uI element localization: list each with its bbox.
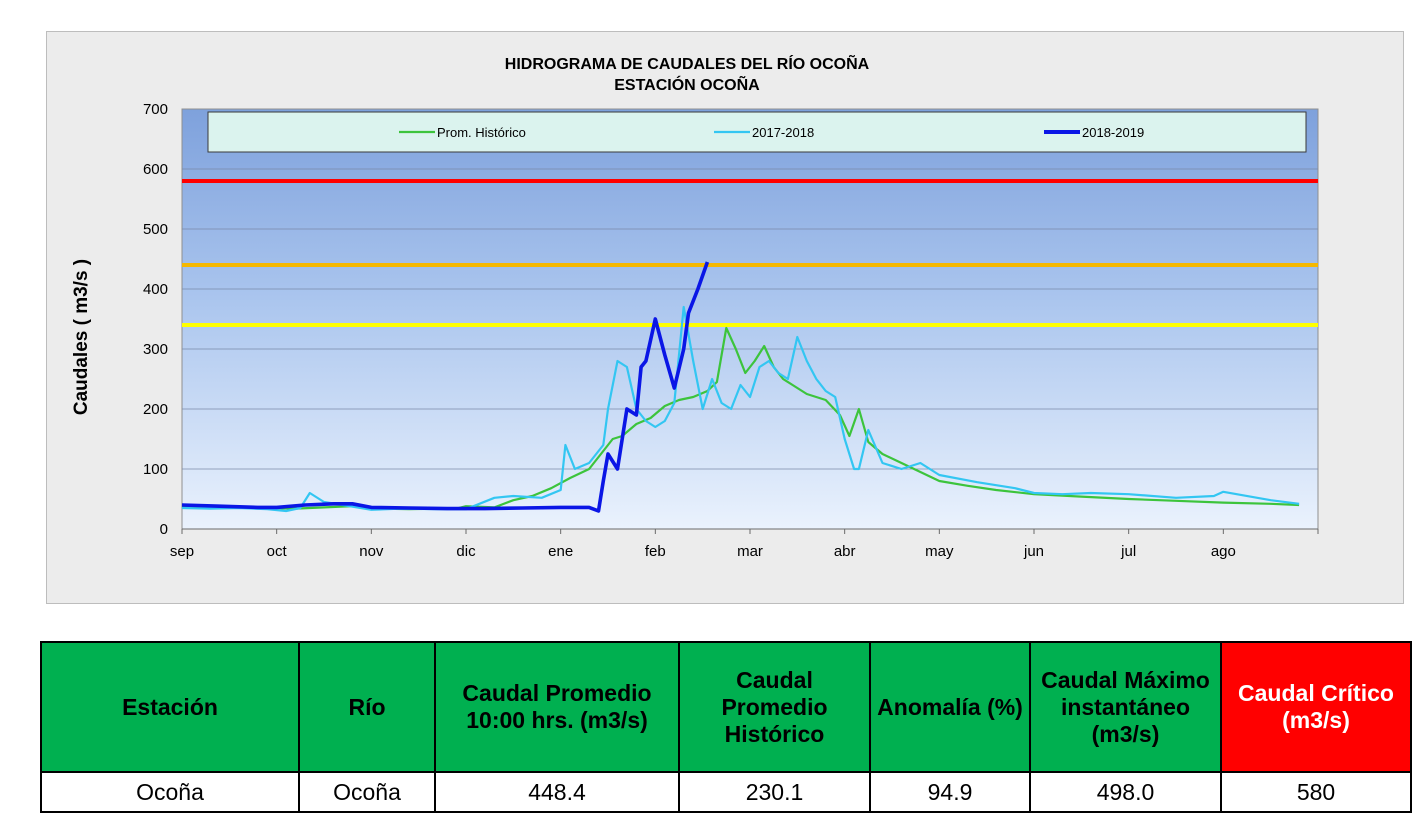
x-tick-label: nov [359,543,384,560]
legend-entry: 2018-2019 [1082,125,1144,140]
header-station: Estación [40,641,300,773]
table-row: Ocoña Ocoña 448.4 230.1 94.9 498.0 580 [40,771,1412,813]
y-tick-label: 500 [143,221,168,238]
cell-station: Ocoña [40,771,300,813]
x-tick-label: jul [1120,543,1136,560]
header-river: Río [298,641,436,773]
cell-historical-average: 230.1 [678,771,871,813]
x-tick-label: may [925,543,954,560]
header-max-instant-flow: Caudal Máximo instantáneo (m3/s) [1029,641,1222,773]
y-tick-label: 200 [143,401,168,418]
y-tick-label: 100 [143,461,168,478]
legend-entry: 2017-2018 [752,125,814,140]
legend-entry: Prom. Histórico [437,125,526,140]
x-tick-label: ene [548,543,573,560]
x-tick-label: dic [456,543,476,560]
y-tick-label: 600 [143,161,168,178]
table-header-row: Estación Río Caudal Promedio 10:00 hrs. … [40,641,1412,773]
cell-average-flow-10am: 448.4 [434,771,680,813]
x-tick-label: feb [645,543,666,560]
x-tick-label: jun [1023,543,1044,560]
cell-anomaly: 94.9 [869,771,1031,813]
chart-subtitle: ESTACIÓN OCOÑA [614,74,760,94]
y-tick-label: 0 [160,521,168,538]
y-tick-label: 300 [143,341,168,358]
y-tick-label: 700 [143,101,168,118]
x-tick-label: abr [834,543,856,560]
cell-river: Ocoña [298,771,436,813]
y-tick-label: 400 [143,281,168,298]
station-table: Estación Río Caudal Promedio 10:00 hrs. … [40,641,1412,813]
hydrograph-chart: 0 100 200 300 400 500 600 700 sep oct nov dic ene feb… [71,53,1319,560]
chart-title: HIDROGRAMA DE CAUDALES DEL RÍO OCOÑA [505,53,870,73]
header-historical-average: Caudal Promedio Histórico [678,641,871,773]
series-line [181,261,710,513]
cell-max-instant-flow: 498.0 [1029,771,1222,813]
header-critical-flow: Caudal Crítico (m3/s) [1220,641,1412,773]
header-average-flow-10am: Caudal Promedio 10:00 hrs. (m3/s) [434,641,680,773]
plot-area [181,108,1319,530]
x-tick-label: mar [737,543,763,560]
x-tick-label: oct [267,543,288,560]
x-tick-label: sep [170,543,194,560]
legend-box [207,111,1307,153]
cell-critical-flow: 580 [1220,771,1412,813]
x-tick-label: ago [1211,543,1236,560]
header-anomaly: Anomalía (%) [869,641,1031,773]
chart-panel: 0 100 200 300 400 500 600 700 sep oct nov dic ene feb… [46,31,1404,604]
y-axis-label: Caudales ( m3/s ) [71,259,92,415]
